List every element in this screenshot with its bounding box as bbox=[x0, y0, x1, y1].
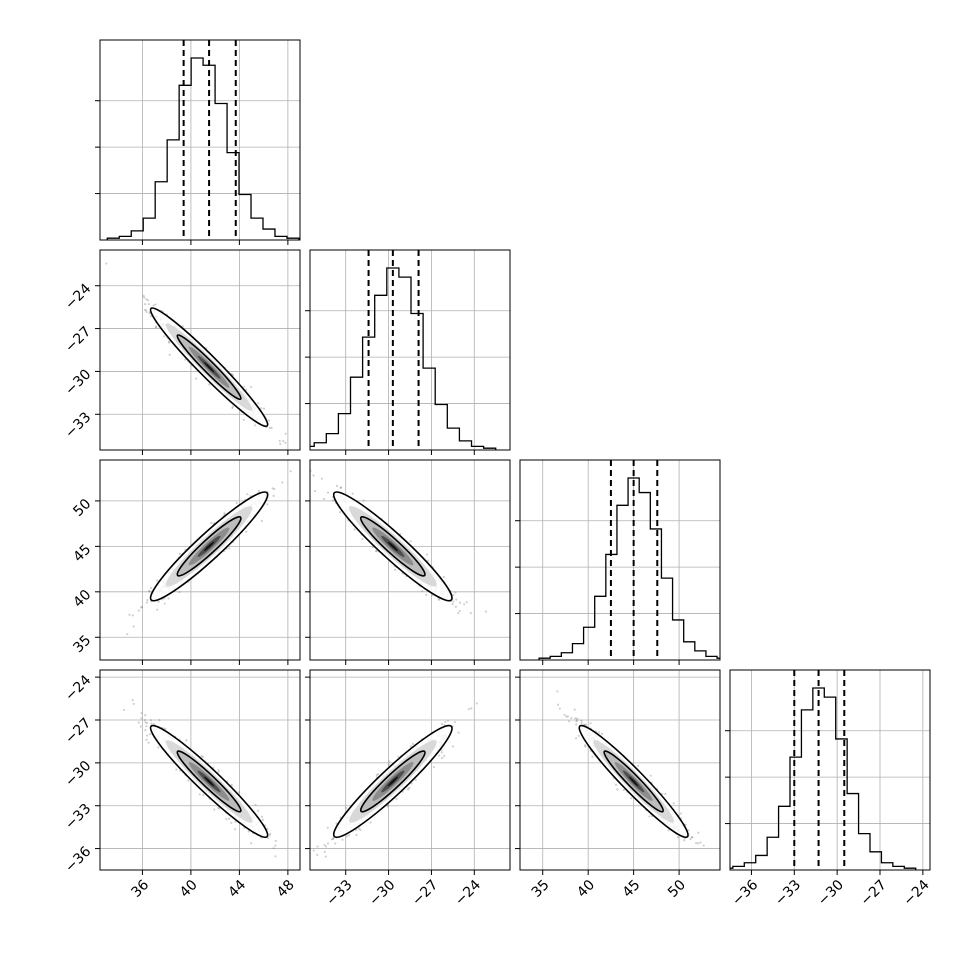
y-tick-label: −33 bbox=[62, 409, 94, 441]
panel-2-0: 35 40 45 50 bbox=[70, 459, 301, 665]
panel-frame bbox=[309, 669, 511, 871]
panel-2-2 bbox=[515, 459, 721, 665]
x-tick-label: −24 bbox=[901, 877, 933, 909]
x-tick-label: −33 bbox=[772, 877, 804, 909]
x-tick-label: 44 bbox=[225, 877, 249, 901]
y-tick-label: −30 bbox=[62, 366, 94, 398]
y-tick-label: 50 bbox=[70, 496, 94, 520]
histogram-bar bbox=[730, 687, 917, 870]
density-contour bbox=[204, 776, 215, 787]
y-tick-label: −33 bbox=[62, 801, 94, 833]
x-tick-label: 50 bbox=[665, 877, 689, 901]
panel-frame bbox=[309, 249, 511, 451]
panel-3-3: −36 −33 −30 −27 −24 bbox=[725, 669, 933, 909]
panel-frame bbox=[309, 459, 511, 661]
x-tick-label: 35 bbox=[529, 877, 553, 901]
y-tick-label: −27 bbox=[62, 324, 94, 356]
y-tick-label: 45 bbox=[70, 541, 94, 565]
density-contour bbox=[628, 776, 639, 787]
x-tick-label: −27 bbox=[409, 877, 441, 909]
x-tick-label: 36 bbox=[128, 877, 152, 901]
x-tick-label: −24 bbox=[452, 877, 484, 909]
x-tick-label: −27 bbox=[858, 877, 890, 909]
y-tick-label: 40 bbox=[70, 587, 94, 611]
x-tick-label: −36 bbox=[729, 877, 761, 909]
panel-frame bbox=[519, 459, 721, 661]
x-tick-label: 40 bbox=[574, 877, 598, 901]
panel-3-1: −33 −30 −27 −24 bbox=[305, 669, 511, 909]
y-tick-label: −36 bbox=[62, 844, 94, 876]
panel-frame bbox=[99, 459, 301, 661]
density-contour bbox=[203, 361, 215, 373]
x-tick-label: 40 bbox=[177, 877, 201, 901]
panel-frame bbox=[99, 669, 301, 871]
x-tick-label: −33 bbox=[323, 877, 355, 909]
y-tick-label: −24 bbox=[62, 672, 94, 704]
panel-1-0: −33 −30 −27 −24 bbox=[62, 249, 301, 455]
x-tick-label: −30 bbox=[366, 877, 398, 909]
panel-0-0 bbox=[95, 39, 301, 245]
panel-frame bbox=[99, 39, 301, 241]
density-contour bbox=[203, 541, 215, 552]
panel-frame bbox=[729, 669, 931, 871]
y-tick-label: −24 bbox=[62, 281, 94, 313]
panel-3-2: 35 40 45 50 bbox=[515, 669, 721, 901]
panel-1-1 bbox=[305, 249, 511, 455]
x-tick-label: −30 bbox=[815, 877, 847, 909]
histogram-bar bbox=[310, 267, 497, 450]
y-tick-label: −27 bbox=[62, 715, 94, 747]
y-tick-label: 35 bbox=[70, 632, 94, 656]
histogram-bar bbox=[538, 477, 720, 660]
x-tick-label: 48 bbox=[274, 877, 298, 901]
x-tick-label: 45 bbox=[620, 877, 644, 901]
density-contour bbox=[387, 776, 398, 787]
y-tick-label: −30 bbox=[62, 758, 94, 790]
panel-2-1 bbox=[305, 459, 511, 665]
density-contour bbox=[387, 541, 398, 552]
panel-frame bbox=[519, 669, 721, 871]
panel-3-0: −36 −33 −30 −27 −24 36 40 44 48 bbox=[62, 669, 301, 901]
panel-frame bbox=[99, 249, 301, 451]
